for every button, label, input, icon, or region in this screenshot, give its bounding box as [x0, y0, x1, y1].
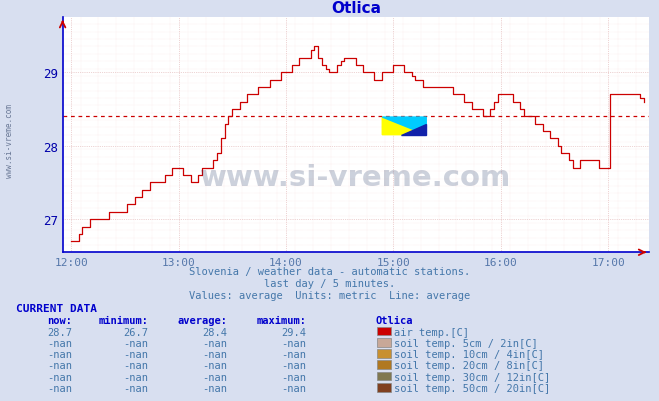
Text: CURRENT DATA: CURRENT DATA — [16, 303, 98, 313]
Text: Slovenia / weather data - automatic stations.: Slovenia / weather data - automatic stat… — [189, 267, 470, 277]
Text: average:: average: — [177, 315, 227, 325]
Text: last day / 5 minutes.: last day / 5 minutes. — [264, 279, 395, 289]
Text: -nan: -nan — [123, 360, 148, 371]
Title: Otlica: Otlica — [331, 0, 381, 16]
Text: www.si-vreme.com: www.si-vreme.com — [5, 103, 14, 177]
Text: -nan: -nan — [281, 372, 306, 382]
Text: 28.4: 28.4 — [202, 327, 227, 337]
Text: soil temp. 5cm / 2in[C]: soil temp. 5cm / 2in[C] — [394, 338, 538, 348]
Text: now:: now: — [47, 315, 72, 325]
Text: 29.4: 29.4 — [281, 327, 306, 337]
Text: soil temp. 50cm / 20in[C]: soil temp. 50cm / 20in[C] — [394, 383, 550, 393]
Text: -nan: -nan — [47, 338, 72, 348]
Text: www.si-vreme.com: www.si-vreme.com — [200, 164, 511, 192]
Polygon shape — [382, 118, 426, 136]
Text: 28.7: 28.7 — [47, 327, 72, 337]
Text: soil temp. 20cm / 8in[C]: soil temp. 20cm / 8in[C] — [394, 360, 544, 371]
Text: air temp.[C]: air temp.[C] — [394, 327, 469, 337]
Text: -nan: -nan — [123, 349, 148, 359]
Text: -nan: -nan — [47, 372, 72, 382]
Text: maximum:: maximum: — [256, 315, 306, 325]
Polygon shape — [382, 118, 426, 136]
Text: -nan: -nan — [123, 338, 148, 348]
Text: Otlica: Otlica — [376, 315, 413, 325]
Text: -nan: -nan — [47, 349, 72, 359]
Text: soil temp. 10cm / 4in[C]: soil temp. 10cm / 4in[C] — [394, 349, 544, 359]
Text: -nan: -nan — [202, 372, 227, 382]
Text: -nan: -nan — [281, 338, 306, 348]
Text: -nan: -nan — [202, 360, 227, 371]
Text: -nan: -nan — [123, 372, 148, 382]
Text: Values: average  Units: metric  Line: average: Values: average Units: metric Line: aver… — [189, 291, 470, 301]
Text: -nan: -nan — [281, 383, 306, 393]
Text: -nan: -nan — [202, 349, 227, 359]
Text: -nan: -nan — [47, 360, 72, 371]
Text: -nan: -nan — [123, 383, 148, 393]
Text: soil temp. 30cm / 12in[C]: soil temp. 30cm / 12in[C] — [394, 372, 550, 382]
Text: -nan: -nan — [202, 338, 227, 348]
Text: -nan: -nan — [281, 349, 306, 359]
Text: -nan: -nan — [281, 360, 306, 371]
Text: minimum:: minimum: — [98, 315, 148, 325]
Text: 26.7: 26.7 — [123, 327, 148, 337]
Text: -nan: -nan — [47, 383, 72, 393]
Text: -nan: -nan — [202, 383, 227, 393]
Polygon shape — [401, 125, 426, 136]
